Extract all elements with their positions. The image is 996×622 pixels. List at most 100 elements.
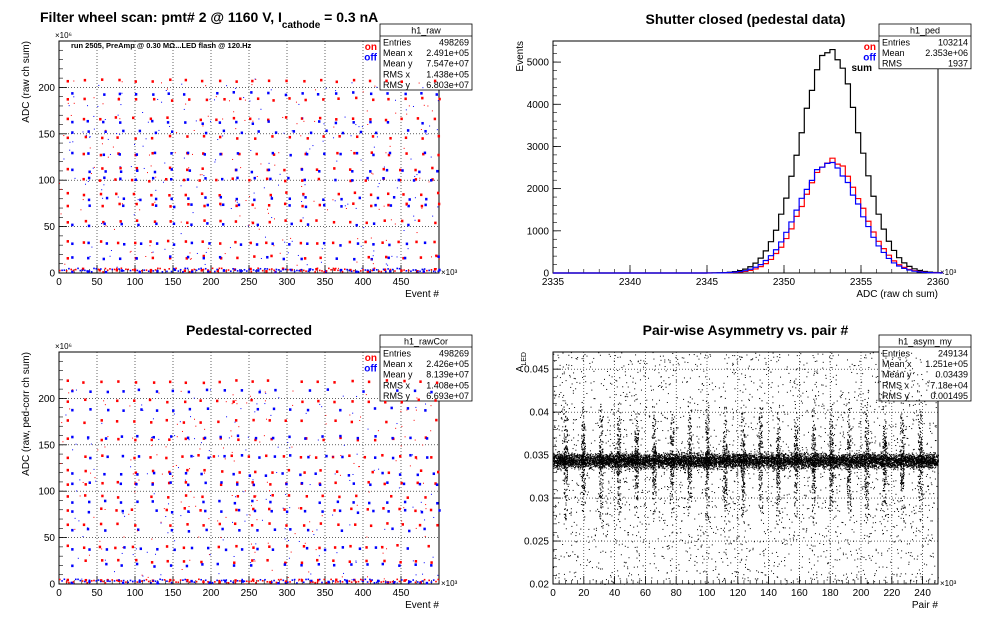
point-on: [202, 524, 205, 527]
point-baseline: [362, 579, 364, 582]
point-transition: [396, 582, 398, 584]
point-off: [206, 407, 210, 410]
asym-point: [700, 460, 702, 462]
asym-point: [755, 462, 757, 464]
point-transition: [416, 458, 418, 460]
point-baseline: [359, 270, 362, 272]
point-transition: [151, 436, 153, 438]
point-transition: [415, 574, 417, 576]
point-on: [387, 153, 391, 157]
asym-point: [932, 455, 934, 457]
asym-point: [755, 465, 757, 467]
point-off: [152, 471, 156, 475]
point-on: [134, 137, 137, 140]
point-transition: [372, 255, 374, 257]
point-on: [218, 135, 222, 139]
point-on: [303, 257, 307, 260]
point-off: [366, 176, 369, 180]
point-on: [383, 219, 386, 222]
point-on: [166, 239, 170, 243]
asym-point: [841, 455, 843, 457]
point-baseline: [150, 271, 152, 273]
point-on: [182, 546, 186, 550]
asym-point: [720, 463, 722, 465]
point-on: [203, 204, 206, 208]
point-baseline: [166, 270, 168, 273]
point-transition: [347, 203, 349, 205]
point-on: [373, 438, 377, 442]
point-on: [285, 79, 288, 83]
asym-point: [874, 456, 876, 458]
point-transition: [74, 517, 76, 519]
panel-raw: 0 50 100 150 200 250 300 350 400 450050100150200×…: [21, 9, 473, 300]
point-on: [215, 178, 218, 182]
point-on: [100, 380, 103, 384]
point-on: [100, 438, 103, 442]
point-on: [150, 438, 153, 442]
asym-point: [727, 456, 729, 458]
point-on: [238, 152, 241, 156]
point-baseline: [198, 578, 200, 581]
point-baseline: [77, 578, 79, 581]
point-transition: [250, 505, 252, 507]
point-baseline: [163, 579, 166, 581]
point-baseline: [428, 269, 430, 272]
point-off: [322, 241, 326, 245]
point-off: [396, 389, 399, 392]
asym-point: [659, 464, 661, 466]
asym-point: [836, 465, 838, 467]
x-exponent-label: ×10³: [441, 579, 458, 588]
asym-point: [746, 463, 748, 465]
point-on: [66, 456, 69, 460]
point-transition: [349, 414, 351, 416]
point-baseline: [291, 269, 294, 271]
point-transition: [322, 140, 324, 142]
point-on: [267, 79, 271, 83]
point-baseline: [113, 580, 116, 582]
asym-point: [642, 459, 644, 461]
point-transition: [367, 576, 369, 578]
point-transition: [313, 534, 315, 536]
point-on: [352, 78, 356, 82]
point-on: [337, 523, 340, 527]
point-baseline: [93, 579, 95, 582]
point-transition: [359, 419, 361, 421]
point-off: [308, 268, 311, 271]
point-transition: [264, 391, 266, 393]
asym-point: [840, 464, 842, 466]
point-on: [351, 400, 354, 403]
asym-point: [784, 453, 786, 455]
point-off: [170, 168, 173, 171]
point-transition: [361, 267, 363, 269]
point-transition: [207, 247, 209, 249]
point-on: [100, 559, 104, 562]
point-on: [134, 524, 137, 527]
asym-point: [781, 460, 783, 462]
point-on: [364, 240, 367, 244]
point-transition: [420, 128, 422, 130]
point-baseline: [200, 578, 202, 581]
point-transition: [422, 87, 424, 89]
asym-point: [932, 466, 934, 468]
point-transition: [152, 251, 154, 253]
point-on: [402, 256, 405, 260]
asym-point: [816, 466, 818, 468]
point-off: [300, 563, 303, 567]
point-off: [423, 151, 427, 155]
asym-point: [738, 465, 740, 467]
point-off: [203, 153, 207, 156]
point-baseline: [271, 581, 273, 584]
point-transition: [260, 163, 262, 165]
point-on: [370, 204, 373, 208]
point-off: [122, 390, 125, 393]
asym-point: [718, 465, 720, 467]
point-transition: [405, 109, 407, 111]
point-on: [436, 191, 440, 195]
point-transition: [164, 162, 166, 164]
point-on: [66, 117, 69, 121]
asym-point: [686, 460, 688, 462]
asym-point: [712, 462, 714, 464]
point-on: [299, 456, 303, 459]
asym-point: [596, 458, 598, 460]
point-transition: [143, 167, 145, 169]
